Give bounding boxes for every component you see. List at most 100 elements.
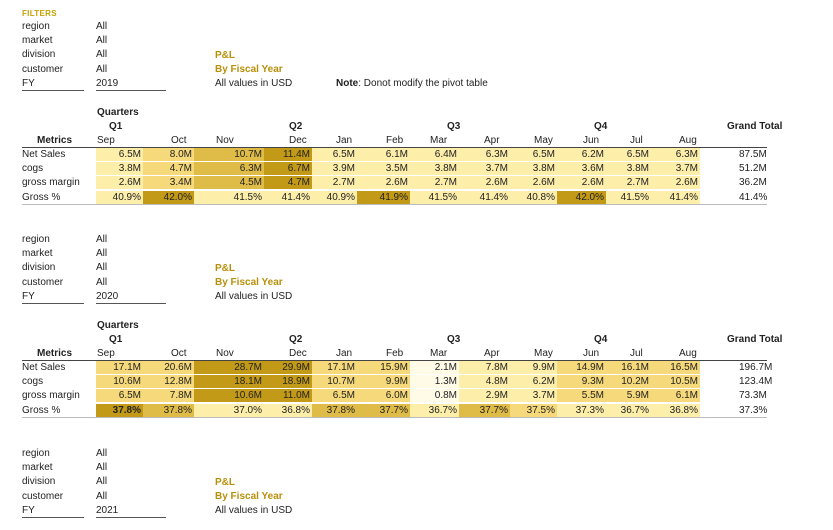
- value-cell[interactable]: 10.7M: [194, 148, 264, 161]
- value-cell[interactable]: 41.5%: [606, 190, 651, 204]
- value-cell[interactable]: 40.9%: [312, 190, 357, 204]
- value-cell[interactable]: 3.7M: [651, 162, 700, 176]
- filter-value-fy[interactable]: 2020: [96, 290, 166, 304]
- value-cell[interactable]: 15.9M: [357, 361, 410, 374]
- value-cell[interactable]: 16.1M: [606, 361, 651, 374]
- value-cell[interactable]: 6.5M: [510, 148, 557, 161]
- value-cell[interactable]: 3.4M: [143, 176, 194, 190]
- filter-value-market[interactable]: All: [96, 248, 108, 260]
- value-cell[interactable]: 37.5%: [510, 403, 557, 417]
- value-cell[interactable]: 4.8M: [459, 375, 510, 389]
- value-cell[interactable]: 4.5M: [194, 176, 264, 190]
- value-cell[interactable]: 0.8M: [410, 389, 459, 403]
- value-cell[interactable]: 10.2M: [606, 375, 651, 389]
- value-cell[interactable]: 9.9M: [357, 375, 410, 389]
- value-cell[interactable]: 7.8M: [143, 389, 194, 403]
- value-cell[interactable]: 41.9%: [357, 190, 410, 204]
- value-cell[interactable]: 37.3%: [557, 403, 606, 417]
- value-cell[interactable]: 11.0M: [264, 389, 312, 403]
- filter-value-market[interactable]: All: [96, 35, 108, 47]
- value-cell[interactable]: 12.8M: [143, 375, 194, 389]
- value-cell[interactable]: 3.5M: [357, 162, 410, 176]
- value-cell[interactable]: 3.8M: [410, 162, 459, 176]
- value-cell[interactable]: 3.7M: [459, 162, 510, 176]
- filter-value-region[interactable]: All: [96, 21, 108, 32]
- value-cell[interactable]: 6.3M: [194, 162, 264, 176]
- value-cell[interactable]: 42.0%: [557, 190, 606, 204]
- value-cell[interactable]: 6.3M: [459, 148, 510, 161]
- filter-value-customer[interactable]: All: [96, 63, 108, 75]
- value-cell[interactable]: 4.7M: [264, 176, 312, 190]
- value-cell[interactable]: 37.7%: [357, 403, 410, 417]
- filter-value-market[interactable]: All: [96, 462, 108, 474]
- value-cell[interactable]: 5.9M: [606, 389, 651, 403]
- value-cell[interactable]: 18.9M: [264, 375, 312, 389]
- filter-value-customer[interactable]: All: [96, 490, 108, 502]
- value-cell[interactable]: 40.9%: [96, 190, 143, 204]
- value-cell[interactable]: 42.0%: [143, 190, 194, 204]
- value-cell[interactable]: 6.2M: [510, 375, 557, 389]
- value-cell[interactable]: 36.8%: [651, 403, 700, 417]
- value-cell[interactable]: 5.5M: [557, 389, 606, 403]
- value-cell[interactable]: 6.2M: [557, 148, 606, 161]
- value-cell[interactable]: 17.1M: [96, 361, 143, 374]
- value-cell[interactable]: 36.7%: [410, 403, 459, 417]
- value-cell[interactable]: 41.4%: [651, 190, 700, 204]
- value-cell[interactable]: 37.8%: [312, 403, 357, 417]
- value-cell[interactable]: 41.4%: [459, 190, 510, 204]
- filter-value-division[interactable]: All: [96, 476, 108, 488]
- value-cell[interactable]: 3.8M: [96, 162, 143, 176]
- value-cell[interactable]: 2.6M: [459, 176, 510, 190]
- filter-value-division[interactable]: All: [96, 262, 108, 274]
- filter-value-region[interactable]: All: [96, 234, 108, 245]
- value-cell[interactable]: 3.7M: [510, 389, 557, 403]
- value-cell[interactable]: 10.6M: [194, 389, 264, 403]
- value-cell[interactable]: 10.7M: [312, 375, 357, 389]
- value-cell[interactable]: 2.6M: [357, 176, 410, 190]
- value-cell[interactable]: 28.7M: [194, 361, 264, 374]
- value-cell[interactable]: 37.8%: [143, 403, 194, 417]
- value-cell[interactable]: 4.7M: [143, 162, 194, 176]
- value-cell[interactable]: 6.0M: [357, 389, 410, 403]
- value-cell[interactable]: 6.1M: [651, 389, 700, 403]
- value-cell[interactable]: 6.3M: [651, 148, 700, 161]
- value-cell[interactable]: 16.5M: [651, 361, 700, 374]
- value-cell[interactable]: 9.9M: [510, 361, 557, 374]
- value-cell[interactable]: 37.7%: [459, 403, 510, 417]
- value-cell[interactable]: 2.1M: [410, 361, 459, 374]
- value-cell[interactable]: 20.6M: [143, 361, 194, 374]
- value-cell[interactable]: 2.6M: [510, 176, 557, 190]
- value-cell[interactable]: 1.3M: [410, 375, 459, 389]
- value-cell[interactable]: 2.6M: [557, 176, 606, 190]
- value-cell[interactable]: 18.1M: [194, 375, 264, 389]
- value-cell[interactable]: 2.6M: [96, 176, 143, 190]
- value-cell[interactable]: 6.1M: [357, 148, 410, 161]
- value-cell[interactable]: 2.7M: [410, 176, 459, 190]
- filter-value-fy[interactable]: 2019: [96, 77, 166, 91]
- filter-value-division[interactable]: All: [96, 49, 108, 61]
- value-cell[interactable]: 8.0M: [143, 148, 194, 161]
- value-cell[interactable]: 6.5M: [96, 148, 143, 161]
- value-cell[interactable]: 2.7M: [606, 176, 651, 190]
- value-cell[interactable]: 2.7M: [312, 176, 357, 190]
- value-cell[interactable]: 37.0%: [194, 403, 264, 417]
- value-cell[interactable]: 2.6M: [651, 176, 700, 190]
- value-cell[interactable]: 10.5M: [651, 375, 700, 389]
- value-cell[interactable]: 6.5M: [96, 389, 143, 403]
- filter-value-customer[interactable]: All: [96, 276, 108, 288]
- value-cell[interactable]: 11.4M: [264, 148, 312, 161]
- value-cell[interactable]: 6.5M: [312, 148, 357, 161]
- filter-value-fy[interactable]: 2021: [96, 504, 166, 518]
- value-cell[interactable]: 6.4M: [410, 148, 459, 161]
- value-cell[interactable]: 41.5%: [194, 190, 264, 204]
- value-cell[interactable]: 29.9M: [264, 361, 312, 374]
- value-cell[interactable]: 37.8%: [96, 403, 143, 417]
- value-cell[interactable]: 2.9M: [459, 389, 510, 403]
- filter-value-region[interactable]: All: [96, 448, 108, 459]
- value-cell[interactable]: 3.9M: [312, 162, 357, 176]
- value-cell[interactable]: 41.4%: [264, 190, 312, 204]
- value-cell[interactable]: 41.5%: [410, 190, 459, 204]
- value-cell[interactable]: 17.1M: [312, 361, 357, 374]
- value-cell[interactable]: 10.6M: [96, 375, 143, 389]
- value-cell[interactable]: 6.5M: [312, 389, 357, 403]
